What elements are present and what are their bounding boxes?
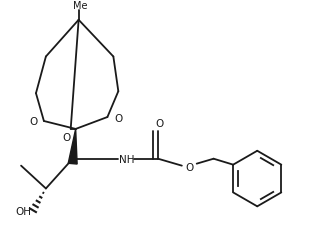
Text: O: O <box>114 114 123 124</box>
Text: Me: Me <box>73 1 88 11</box>
Text: O: O <box>63 133 71 143</box>
Text: O: O <box>155 119 163 129</box>
Text: NH: NH <box>118 155 134 165</box>
Text: OH: OH <box>15 207 31 217</box>
Polygon shape <box>68 129 77 164</box>
Text: O: O <box>30 117 38 127</box>
Text: O: O <box>186 163 194 173</box>
